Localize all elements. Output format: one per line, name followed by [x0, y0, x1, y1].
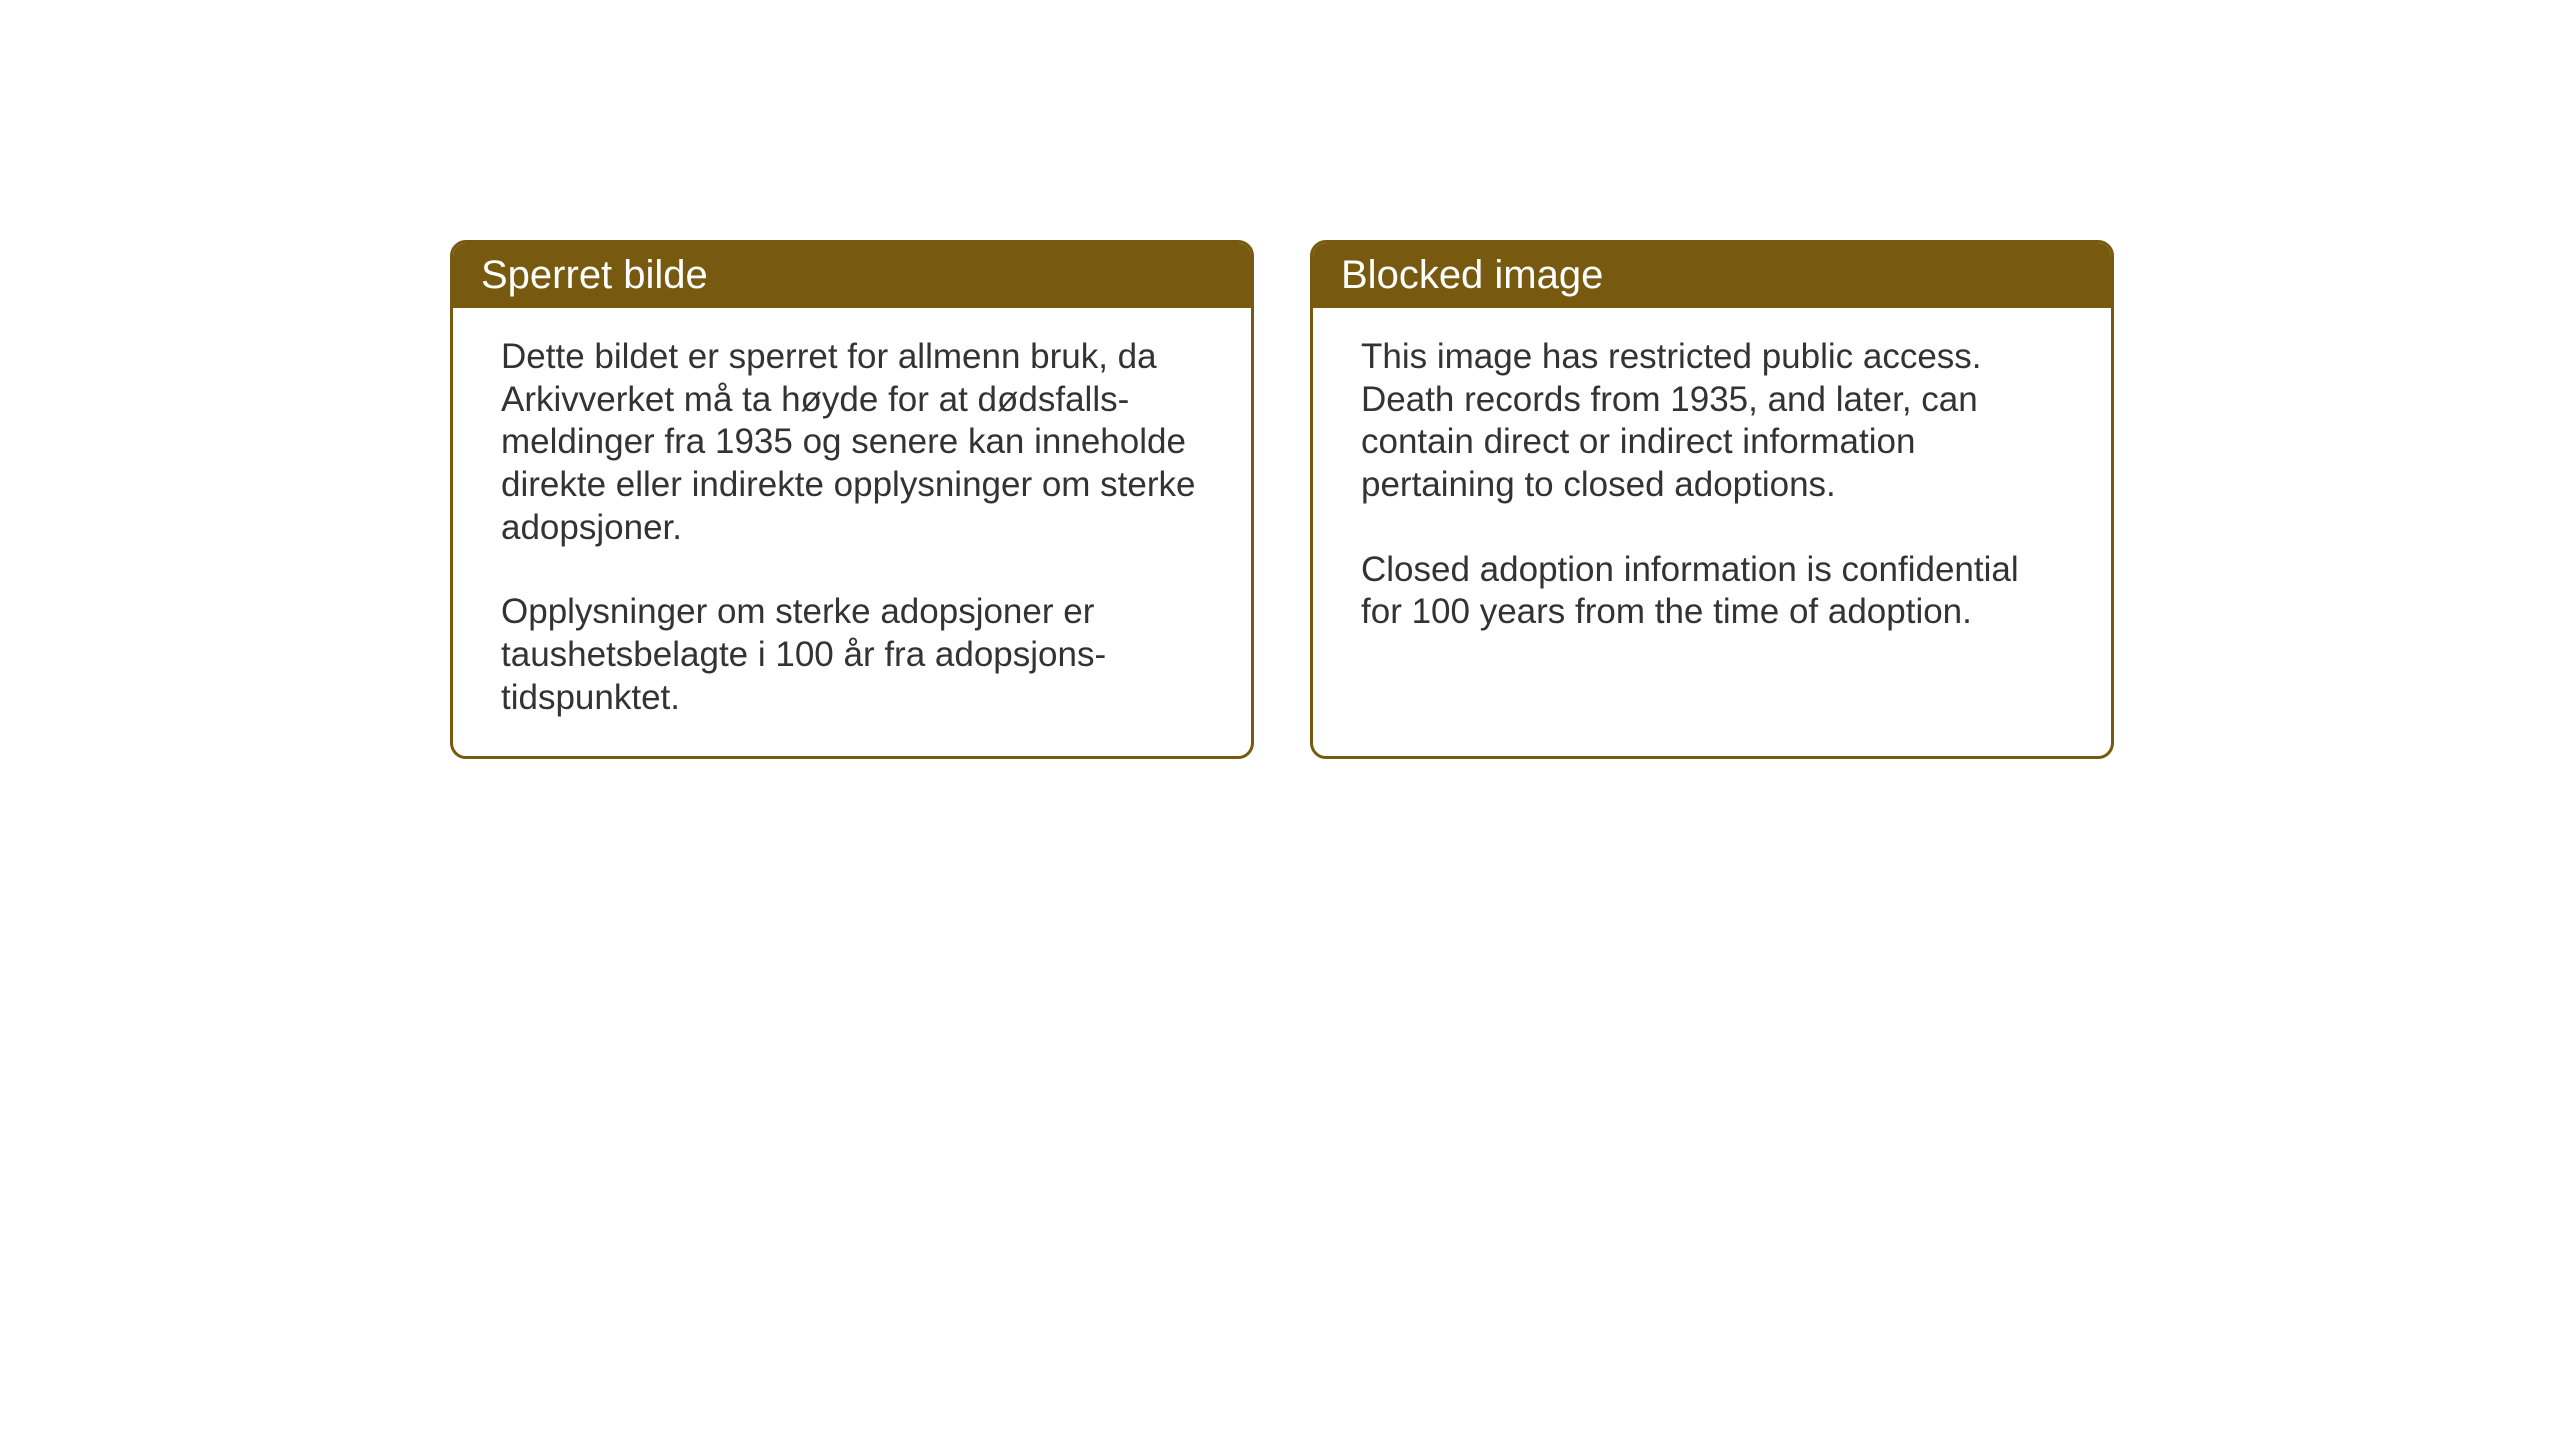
card-header-norwegian: Sperret bilde — [453, 243, 1251, 308]
card-title-norwegian: Sperret bilde — [481, 253, 708, 297]
notice-card-english: Blocked image This image has restricted … — [1310, 240, 2114, 759]
card-paragraph-1-norwegian: Dette bildet er sperret for allmenn bruk… — [501, 336, 1203, 549]
notice-container: Sperret bilde Dette bildet er sperret fo… — [450, 240, 2114, 759]
card-paragraph-2-norwegian: Opplysninger om sterke adopsjoner er tau… — [501, 591, 1203, 719]
card-body-norwegian: Dette bildet er sperret for allmenn bruk… — [453, 308, 1251, 756]
card-title-english: Blocked image — [1341, 253, 1603, 297]
card-body-english: This image has restricted public access.… — [1313, 308, 2111, 670]
notice-card-norwegian: Sperret bilde Dette bildet er sperret fo… — [450, 240, 1254, 759]
card-paragraph-2-english: Closed adoption information is confident… — [1361, 549, 2063, 634]
card-header-english: Blocked image — [1313, 243, 2111, 308]
card-paragraph-1-english: This image has restricted public access.… — [1361, 336, 2063, 507]
